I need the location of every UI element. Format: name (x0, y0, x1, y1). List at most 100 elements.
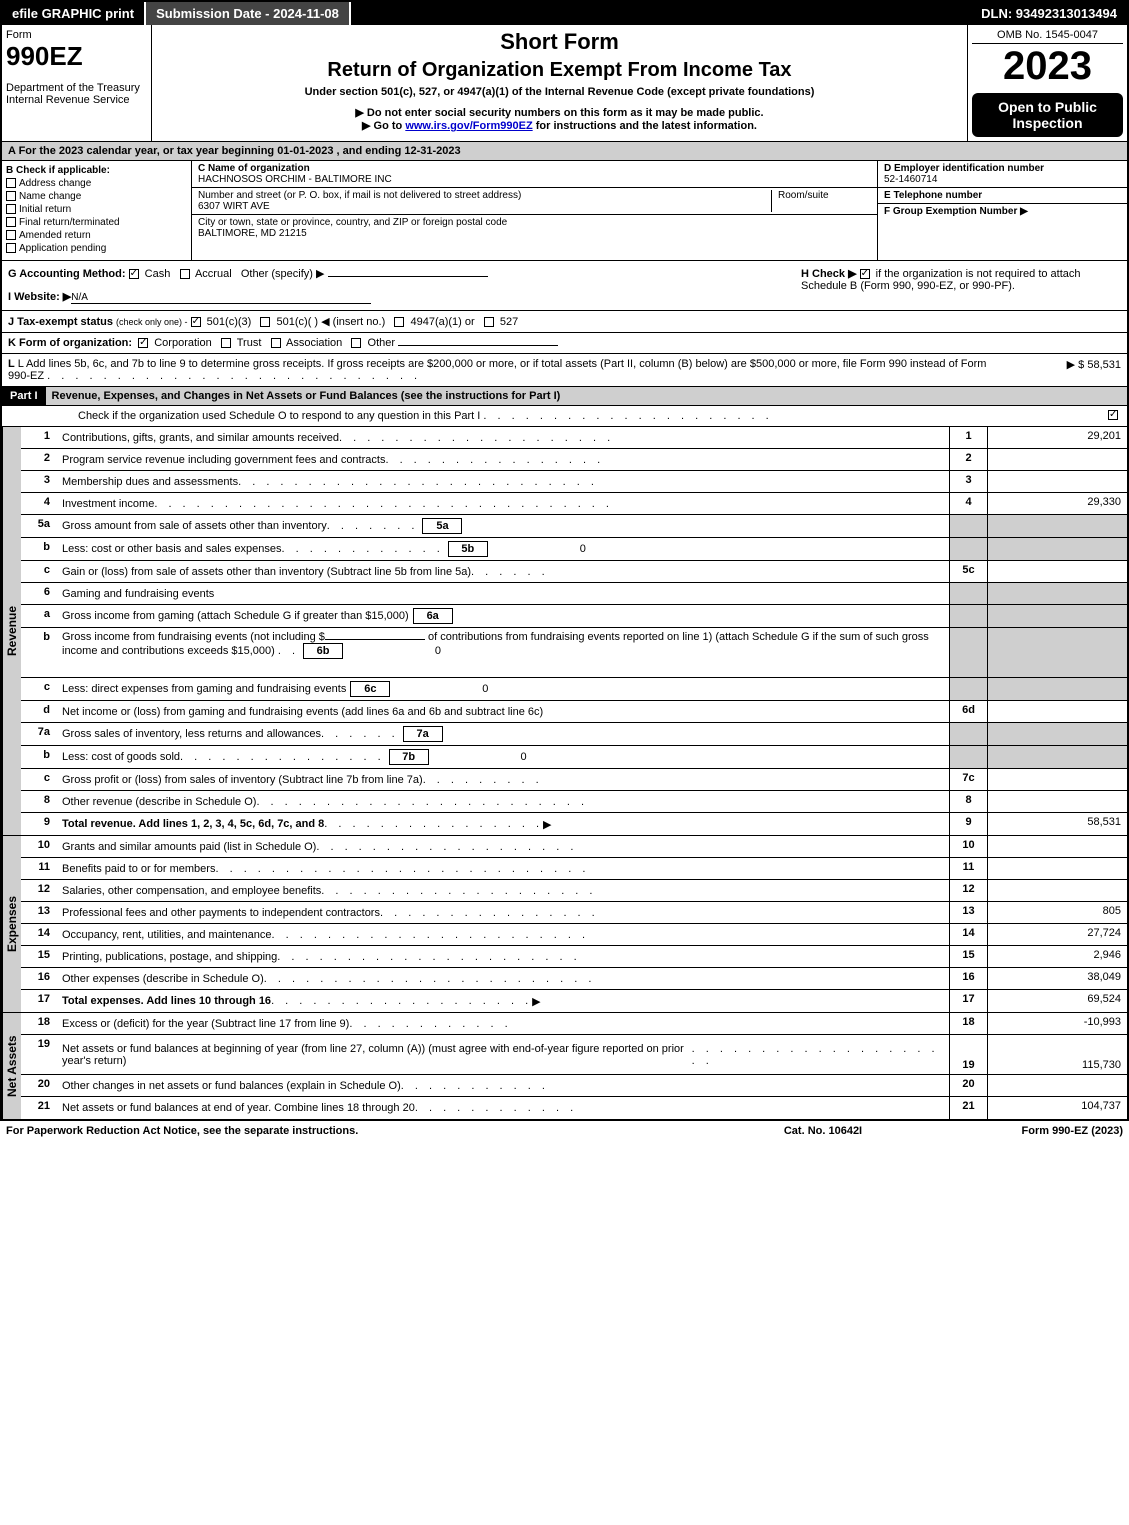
line-6a: aGross income from gaming (attach Schedu… (21, 605, 1127, 628)
line-21-amount: 104,737 (987, 1097, 1127, 1119)
instruction-1: ▶ Do not enter social security numbers o… (156, 106, 963, 119)
line-13-amount: 805 (987, 902, 1127, 923)
line-6d: dNet income or (loss) from gaming and fu… (21, 701, 1127, 723)
line-6b-contrib-input[interactable] (325, 639, 425, 640)
other-org-input[interactable] (398, 345, 558, 346)
line-5b: bLess: cost or other basis and sales exp… (21, 538, 1127, 561)
check-501c3[interactable] (191, 317, 201, 327)
check-amended-return[interactable]: Amended return (6, 230, 187, 241)
line-15-amount: 2,946 (987, 946, 1127, 967)
line-20: 20Other changes in net assets or fund ba… (21, 1075, 1127, 1097)
footer-paperwork-notice: For Paperwork Reduction Act Notice, see … (6, 1125, 723, 1137)
check-cash[interactable] (129, 269, 139, 279)
section-b-title: B Check if applicable: (6, 165, 187, 176)
check-corporation[interactable] (138, 338, 148, 348)
netassets-section: Net Assets 18Excess or (deficit) for the… (2, 1013, 1127, 1119)
line-10-amount (987, 836, 1127, 857)
efile-print-button[interactable]: efile GRAPHIC print (2, 2, 146, 25)
check-4947[interactable] (394, 317, 404, 327)
short-form-title: Short Form (156, 29, 963, 55)
website-value: N/A (71, 292, 371, 304)
line-6c: cLess: direct expenses from gaming and f… (21, 678, 1127, 701)
check-schedule-o[interactable] (1108, 410, 1118, 420)
irs-link[interactable]: www.irs.gov/Form990EZ (405, 120, 532, 132)
line-17-amount: 69,524 (987, 990, 1127, 1012)
instruction-2-pre: ▶ Go to (362, 120, 405, 132)
check-accrual[interactable] (180, 269, 190, 279)
netassets-label: Net Assets (2, 1013, 21, 1119)
check-other-org[interactable] (351, 338, 361, 348)
line-6b: bGross income from fundraising events (n… (21, 628, 1127, 678)
top-bar: efile GRAPHIC print Submission Date - 20… (2, 2, 1127, 25)
expenses-label: Expenses (2, 836, 21, 1012)
line-4: 4Investment income . . . . . . . . . . .… (21, 493, 1127, 515)
check-name-change[interactable]: Name change (6, 191, 187, 202)
form-header: Form 990EZ Department of the Treasury In… (2, 25, 1127, 142)
line-1-amount: 29,201 (987, 427, 1127, 448)
check-trust[interactable] (221, 338, 231, 348)
other-method-input[interactable] (328, 276, 488, 277)
line-3-amount (987, 471, 1127, 492)
dept-label: Department of the Treasury (6, 82, 147, 94)
line-7b: bLess: cost of goods sold . . . . . . . … (21, 746, 1127, 769)
section-f: F Group Exemption Number ▶ (878, 204, 1127, 260)
line-16-amount: 38,049 (987, 968, 1127, 989)
line-5b-value: 0 (492, 543, 592, 555)
section-k: K Form of organization: Corporation Trus… (2, 333, 1127, 354)
section-g: G Accounting Method: Cash Accrual Other … (8, 267, 791, 304)
expenses-section: Expenses 10Grants and similar amounts pa… (2, 836, 1127, 1013)
section-d: D Employer identification number 52-1460… (878, 161, 1127, 188)
line-10: 10Grants and similar amounts paid (list … (21, 836, 1127, 858)
line-7b-value: 0 (433, 751, 533, 763)
header-left: Form 990EZ Department of the Treasury In… (2, 25, 152, 141)
check-schedule-b[interactable] (860, 269, 870, 279)
street-label: Number and street (or P. O. box, if mail… (198, 190, 521, 201)
check-application-pending[interactable]: Application pending (6, 243, 187, 254)
expenses-lines: 10Grants and similar amounts paid (list … (21, 836, 1127, 1012)
check-527[interactable] (484, 317, 494, 327)
phone-label: E Telephone number (884, 190, 982, 201)
part-1-check-row: Check if the organization used Schedule … (2, 406, 1127, 427)
line-3: 3Membership dues and assessments . . . .… (21, 471, 1127, 493)
line-11-amount (987, 858, 1127, 879)
line-14-amount: 27,724 (987, 924, 1127, 945)
line-7c: cGross profit or (loss) from sales of in… (21, 769, 1127, 791)
main-title: Return of Organization Exempt From Incom… (156, 59, 963, 82)
header-center: Short Form Return of Organization Exempt… (152, 25, 967, 141)
line-19: 19Net assets or fund balances at beginni… (21, 1035, 1127, 1075)
room-suite-label: Room/suite (771, 190, 871, 212)
footer-cat-no: Cat. No. 10642I (723, 1125, 923, 1137)
check-final-return[interactable]: Final return/terminated (6, 217, 187, 228)
section-c: C Name of organization HACHNOSOS ORCHIM … (192, 161, 877, 260)
line-12: 12Salaries, other compensation, and empl… (21, 880, 1127, 902)
instruction-2-post: for instructions and the latest informat… (533, 120, 757, 132)
check-address-change[interactable]: Address change (6, 178, 187, 189)
check-association[interactable] (271, 338, 281, 348)
check-initial-return[interactable]: Initial return (6, 204, 187, 215)
accounting-method-label: G Accounting Method: (8, 268, 126, 280)
line-21: 21Net assets or fund balances at end of … (21, 1097, 1127, 1119)
org-name-value: HACHNOSOS ORCHIM - BALTIMORE INC (198, 174, 392, 185)
line-14: 14Occupancy, rent, utilities, and mainte… (21, 924, 1127, 946)
gross-receipts-amount: ▶ $ 58,531 (1001, 358, 1121, 382)
org-name-label: C Name of organization (198, 163, 310, 174)
line-6c-value: 0 (394, 683, 494, 695)
group-exemption-label: F Group Exemption Number ▶ (884, 206, 1028, 217)
org-name-cell: C Name of organization HACHNOSOS ORCHIM … (192, 161, 877, 188)
revenue-label: Revenue (2, 427, 21, 835)
line-19-amount: 115,730 (987, 1035, 1127, 1074)
line-12-amount (987, 880, 1127, 901)
line-1: 1Contributions, gifts, grants, and simil… (21, 427, 1127, 449)
subtitle: Under section 501(c), 527, or 4947(a)(1)… (156, 86, 963, 98)
instruction-2: ▶ Go to www.irs.gov/Form990EZ for instru… (156, 119, 963, 132)
street-cell: Number and street (or P. O. box, if mail… (192, 188, 877, 215)
form-990ez-container: efile GRAPHIC print Submission Date - 20… (0, 0, 1129, 1121)
check-501c[interactable] (260, 317, 270, 327)
revenue-section: Revenue 1Contributions, gifts, grants, a… (2, 427, 1127, 836)
section-i: I Website: ▶N/A (8, 290, 791, 304)
line-5c: cGain or (loss) from sale of assets othe… (21, 561, 1127, 583)
line-8: 8Other revenue (describe in Schedule O) … (21, 791, 1127, 813)
section-j: J Tax-exempt status (check only one) - 5… (2, 311, 1127, 333)
part-1-header: Part I Revenue, Expenses, and Changes in… (2, 387, 1127, 406)
section-l-text: L L Add lines 5b, 6c, and 7b to line 9 t… (8, 358, 1001, 382)
